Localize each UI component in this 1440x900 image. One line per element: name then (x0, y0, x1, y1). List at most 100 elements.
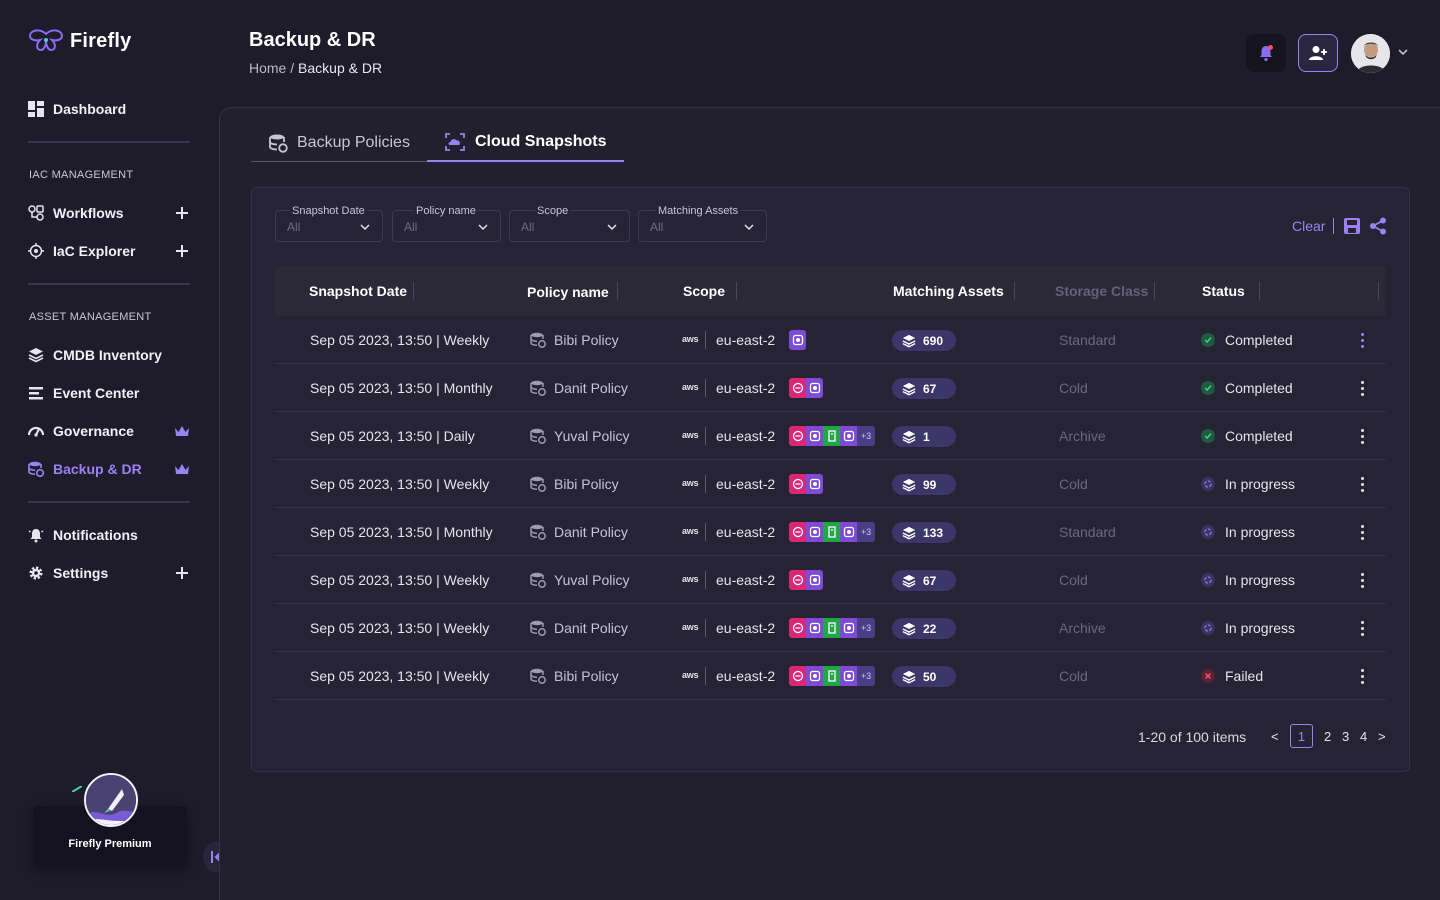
save-icon[interactable] (1343, 217, 1361, 235)
more-badge[interactable]: +3 (857, 618, 875, 638)
more-badge[interactable]: +3 (857, 666, 875, 686)
matching-assets-pill[interactable]: 690 (892, 330, 956, 351)
more-badge[interactable]: +3 (857, 522, 875, 542)
column-header-storage-class[interactable]: Storage Class (1055, 283, 1149, 299)
resource-type-icon (840, 618, 857, 638)
more-badge[interactable]: +3 (857, 426, 875, 446)
pagination-prev-button[interactable]: < (1271, 729, 1279, 744)
share-icon[interactable] (1369, 217, 1387, 235)
status-progress-icon (1201, 573, 1215, 587)
aws-icon: aws (682, 334, 699, 344)
tab-backup-policies[interactable]: Backup Policies (251, 124, 427, 162)
row-actions-menu-icon[interactable] (1355, 474, 1369, 494)
storage-class: Archive (1059, 428, 1106, 444)
column-header-policy-name[interactable]: Policy name (527, 284, 609, 300)
plus-icon[interactable] (174, 565, 190, 581)
firefly-logo[interactable]: Firefly (28, 28, 131, 54)
matching-assets-pill[interactable]: 22 (892, 618, 956, 639)
breadcrumb-home[interactable]: Home (249, 60, 287, 76)
region: eu-east-2 (716, 668, 776, 684)
resource-type-icon (806, 474, 823, 494)
table-row[interactable]: Sep 05 2023, 13:50 | Weekly Bibi Policy aw… (275, 316, 1386, 364)
matching-assets-pill[interactable]: 1 (892, 426, 956, 447)
row-actions-menu-icon[interactable] (1355, 378, 1369, 398)
user-avatar[interactable] (1351, 34, 1390, 73)
table-row[interactable]: Sep 05 2023, 13:50 | Monthly Danit Policy… (275, 508, 1386, 556)
sidebar-item-label: Workflows (53, 205, 124, 221)
row-actions-menu-icon[interactable] (1355, 570, 1369, 590)
row-actions-menu-icon[interactable] (1355, 330, 1369, 350)
policy-name[interactable]: Yuval Policy (554, 428, 630, 444)
policy-name[interactable]: Yuval Policy (554, 572, 630, 588)
table-row[interactable]: Sep 05 2023, 13:50 | Weekly Bibi Policy aw… (275, 460, 1386, 508)
pagination-page-2[interactable]: 2 (1324, 729, 1332, 744)
snapshot-date: Sep 05 2023, 13:50 | Monthly (310, 380, 493, 396)
table-row[interactable]: Sep 05 2023, 13:50 | Weekly Danit Policy a… (275, 604, 1386, 652)
backup-policy-icon (530, 620, 546, 636)
sidebar-item-backup-dr[interactable]: Backup & DR (28, 457, 190, 481)
chevron-down-icon[interactable] (1397, 46, 1409, 58)
matching-assets-pill[interactable]: 67 (892, 570, 956, 591)
filter-snapshot-date[interactable]: Snapshot Date All (275, 205, 383, 242)
sidebar-item-cmdb-inventory[interactable]: CMDB Inventory (28, 343, 190, 367)
sidebar-item-iac-explorer[interactable]: IaC Explorer (28, 239, 190, 263)
clear-filters-link[interactable]: Clear (1292, 218, 1326, 234)
sidebar-item-settings[interactable]: Settings (28, 561, 190, 585)
storage-class: Cold (1059, 380, 1088, 396)
asset-count: 133 (923, 525, 944, 540)
table-row[interactable]: Sep 05 2023, 13:50 | Monthly Danit Policy… (275, 364, 1386, 412)
pagination-info: 1-20 of 100 items (1138, 729, 1247, 745)
policy-name[interactable]: Bibi Policy (554, 668, 619, 684)
row-actions-menu-icon[interactable] (1355, 666, 1369, 686)
sidebar-item-governance[interactable]: Governance (28, 419, 190, 443)
sidebar-item-notifications[interactable]: Notifications (28, 523, 190, 547)
column-header-status[interactable]: Status (1202, 283, 1245, 299)
filter-matching-assets[interactable]: Matching Assets All (638, 205, 767, 242)
region: eu-east-2 (716, 476, 776, 492)
table-row[interactable]: Sep 05 2023, 13:50 | Weekly Bibi Policy aw… (275, 652, 1386, 700)
policy-name[interactable]: Danit Policy (554, 620, 628, 636)
matching-assets-pill[interactable]: 133 (892, 522, 956, 543)
resource-type-icon (789, 666, 806, 686)
policy-name[interactable]: Bibi Policy (554, 332, 619, 348)
table-row[interactable]: Sep 05 2023, 13:50 | Daily Yuval Policy aw… (275, 412, 1386, 460)
resource-type-icon (806, 426, 823, 446)
table-header: Snapshot Date Policy name Scope Matching… (275, 266, 1386, 316)
storage-class: Cold (1059, 572, 1088, 588)
table-row[interactable]: Sep 05 2023, 13:50 | Weekly Yuval Policy a… (275, 556, 1386, 604)
aws-icon: aws (682, 382, 699, 392)
column-header-scope[interactable]: Scope (683, 283, 726, 299)
policy-name[interactable]: Danit Policy (554, 524, 628, 540)
resource-type-icon (806, 618, 823, 638)
row-actions-menu-icon[interactable] (1355, 522, 1369, 542)
storage-class: Standard (1059, 524, 1116, 540)
tab-cloud-snapshots[interactable]: Cloud Snapshots (426, 124, 624, 162)
column-header-matching-assets[interactable]: Matching Assets (893, 283, 1004, 299)
sidebar-item-workflows[interactable]: Workflows (28, 201, 190, 225)
filter-scope[interactable]: Scope All (509, 205, 630, 242)
status-text: In progress (1225, 524, 1296, 540)
filter-policy-name[interactable]: Policy name All (392, 205, 501, 242)
column-header-snapshot-date[interactable]: Snapshot Date (309, 283, 408, 299)
policy-name[interactable]: Danit Policy (554, 380, 628, 396)
backup-policy-icon (530, 380, 546, 396)
row-actions-menu-icon[interactable] (1355, 618, 1369, 638)
row-actions-menu-icon[interactable] (1355, 426, 1369, 446)
matching-assets-pill[interactable]: 99 (892, 474, 956, 495)
snapshot-date: Sep 05 2023, 13:50 | Weekly (310, 476, 490, 492)
policy-name[interactable]: Bibi Policy (554, 476, 619, 492)
pagination-page-4[interactable]: 4 (1360, 729, 1368, 744)
status-text: Completed (1225, 332, 1293, 348)
matching-assets-pill[interactable]: 67 (892, 378, 956, 399)
sidebar-item-dashboard[interactable]: Dashboard (28, 97, 190, 121)
plus-icon[interactable] (174, 205, 190, 221)
matching-assets-pill[interactable]: 50 (892, 666, 956, 687)
pagination-next-button[interactable]: > (1378, 729, 1386, 744)
pagination-page-1[interactable]: 1 (1290, 724, 1313, 748)
pagination-page-3[interactable]: 3 (1342, 729, 1350, 744)
dashboard-icon (28, 101, 44, 117)
plus-icon[interactable] (174, 243, 190, 259)
invite-user-button[interactable] (1298, 34, 1338, 72)
sidebar-item-event-center[interactable]: Event Center (28, 381, 190, 405)
notifications-button[interactable] (1246, 34, 1286, 72)
